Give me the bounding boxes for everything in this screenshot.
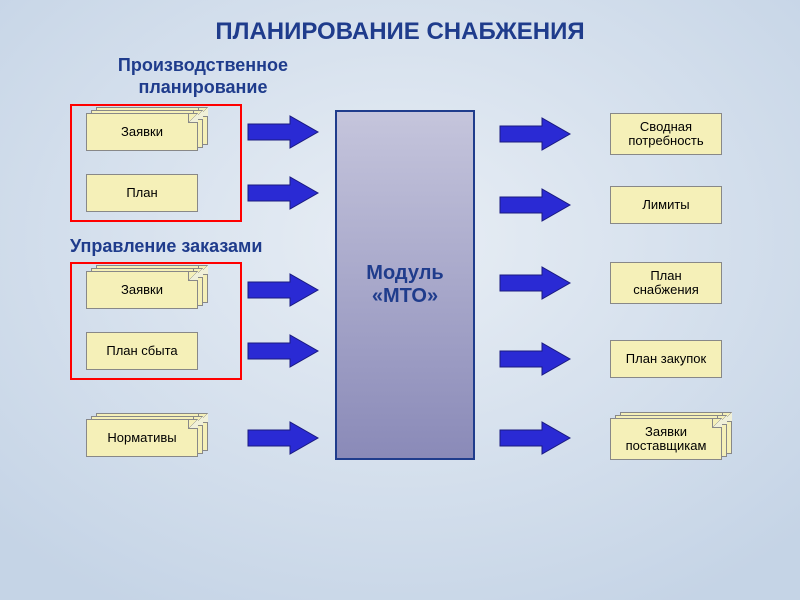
box-sales-plan-label: План сбыта xyxy=(106,344,177,358)
page-title: ПЛАНИРОВАНИЕ СНАБЖЕНИЯ xyxy=(0,18,800,46)
center-module-label: Модуль «МТО» xyxy=(366,262,443,308)
note-requests-2: Заявки xyxy=(86,271,212,315)
note-standards: Нормативы xyxy=(86,419,212,463)
box-sales-plan: План сбыта xyxy=(86,332,198,370)
note-requests-1-label: Заявки xyxy=(121,125,163,139)
subtitle-production: Производственное планирование xyxy=(93,55,313,98)
center-module: Модуль «МТО» xyxy=(335,110,475,460)
box-supply-plan-label: План снабжения xyxy=(633,269,699,298)
note-requests-2-label: Заявки xyxy=(121,283,163,297)
note-requests-1: Заявки xyxy=(86,113,212,157)
box-consolidated-label: Сводная потребность xyxy=(628,120,703,149)
box-consolidated: Сводная потребность xyxy=(610,113,722,155)
note-standards-label: Нормативы xyxy=(107,431,176,445)
subtitle-orders: Управление заказами xyxy=(70,236,262,258)
box-purchase-plan: План закупок xyxy=(610,340,722,378)
box-limits-label: Лимиты xyxy=(642,198,689,212)
box-plan-label: План xyxy=(126,186,157,200)
box-supply-plan: План снабжения xyxy=(610,262,722,304)
note-supplier-requests: Заявки поставщикам xyxy=(610,418,736,466)
box-limits: Лимиты xyxy=(610,186,722,224)
note-supplier-requests-label: Заявки поставщикам xyxy=(626,425,707,454)
box-plan: План xyxy=(86,174,198,212)
box-purchase-plan-label: План закупок xyxy=(626,352,706,366)
